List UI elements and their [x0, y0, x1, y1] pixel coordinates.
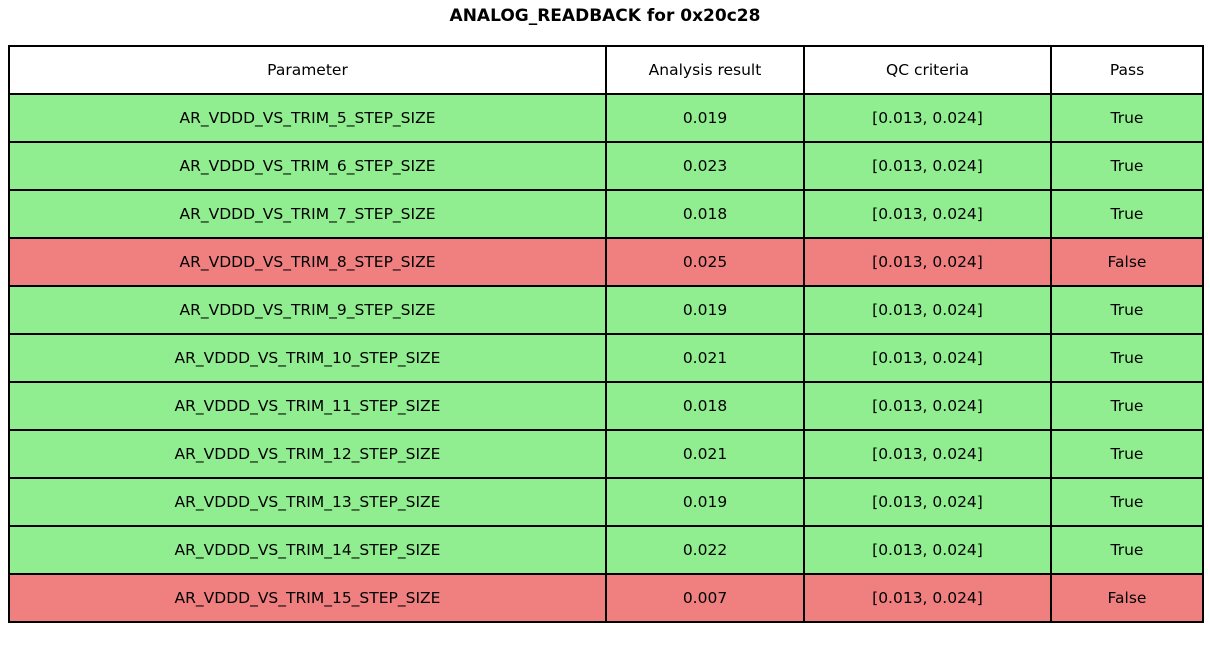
analysis-result-cell: 0.021: [605, 333, 805, 383]
pass-cell: True: [1050, 333, 1204, 383]
qc-criteria-cell: [0.013, 0.024]: [803, 285, 1052, 335]
parameter-cell: AR_VDDD_VS_TRIM_9_STEP_SIZE: [8, 285, 607, 335]
analysis-result-cell: 0.023: [605, 141, 805, 191]
qc-criteria-cell: [0.013, 0.024]: [803, 237, 1052, 287]
qc-criteria-cell: [0.013, 0.024]: [803, 477, 1052, 527]
parameter-cell: AR_VDDD_VS_TRIM_5_STEP_SIZE: [8, 93, 607, 143]
parameter-cell: AR_VDDD_VS_TRIM_7_STEP_SIZE: [8, 189, 607, 239]
pass-cell: True: [1050, 285, 1204, 335]
analysis-result-cell: 0.022: [605, 525, 805, 575]
analysis-result-cell: 0.018: [605, 189, 805, 239]
pass-cell: True: [1050, 189, 1204, 239]
parameter-cell: AR_VDDD_VS_TRIM_14_STEP_SIZE: [8, 525, 607, 575]
table-header: Parameter Analysis result QC criteria Pa…: [8, 45, 1204, 95]
column-header-parameter: Parameter: [8, 45, 607, 95]
qc-criteria-cell: [0.013, 0.024]: [803, 573, 1052, 623]
column-header-qc-criteria: QC criteria: [803, 45, 1052, 95]
analysis-result-cell: 0.025: [605, 237, 805, 287]
table-row: AR_VDDD_VS_TRIM_11_STEP_SIZE 0.018 [0.01…: [8, 381, 1204, 431]
analysis-result-cell: 0.007: [605, 573, 805, 623]
analysis-result-cell: 0.019: [605, 285, 805, 335]
table-row: AR_VDDD_VS_TRIM_13_STEP_SIZE 0.019 [0.01…: [8, 477, 1204, 527]
table-row: AR_VDDD_VS_TRIM_6_STEP_SIZE 0.023 [0.013…: [8, 141, 1204, 191]
column-header-pass: Pass: [1050, 45, 1204, 95]
analysis-result-cell: 0.019: [605, 93, 805, 143]
table-row: AR_VDDD_VS_TRIM_10_STEP_SIZE 0.021 [0.01…: [8, 333, 1204, 383]
qc-criteria-cell: [0.013, 0.024]: [803, 333, 1052, 383]
table-row: AR_VDDD_VS_TRIM_7_STEP_SIZE 0.018 [0.013…: [8, 189, 1204, 239]
parameter-cell: AR_VDDD_VS_TRIM_12_STEP_SIZE: [8, 429, 607, 479]
qc-criteria-cell: [0.013, 0.024]: [803, 381, 1052, 431]
pass-cell: True: [1050, 93, 1204, 143]
parameter-cell: AR_VDDD_VS_TRIM_10_STEP_SIZE: [8, 333, 607, 383]
qc-criteria-cell: [0.013, 0.024]: [803, 189, 1052, 239]
qc-criteria-cell: [0.013, 0.024]: [803, 429, 1052, 479]
table-row: AR_VDDD_VS_TRIM_14_STEP_SIZE 0.022 [0.01…: [8, 525, 1204, 575]
parameter-cell: AR_VDDD_VS_TRIM_11_STEP_SIZE: [8, 381, 607, 431]
column-header-analysis-result: Analysis result: [605, 45, 805, 95]
pass-cell: True: [1050, 477, 1204, 527]
pass-cell: True: [1050, 141, 1204, 191]
analysis-result-cell: 0.021: [605, 429, 805, 479]
header-row: Parameter Analysis result QC criteria Pa…: [8, 45, 1204, 95]
qc-criteria-cell: [0.013, 0.024]: [803, 141, 1052, 191]
pass-cell: True: [1050, 381, 1204, 431]
qc-criteria-cell: [0.013, 0.024]: [803, 525, 1052, 575]
table-row: AR_VDDD_VS_TRIM_12_STEP_SIZE 0.021 [0.01…: [8, 429, 1204, 479]
parameter-cell: AR_VDDD_VS_TRIM_15_STEP_SIZE: [8, 573, 607, 623]
pass-cell: False: [1050, 237, 1204, 287]
pass-cell: False: [1050, 573, 1204, 623]
table-row: AR_VDDD_VS_TRIM_5_STEP_SIZE 0.019 [0.013…: [8, 93, 1204, 143]
pass-cell: True: [1050, 429, 1204, 479]
table-row: AR_VDDD_VS_TRIM_15_STEP_SIZE 0.007 [0.01…: [8, 573, 1204, 623]
parameter-cell: AR_VDDD_VS_TRIM_13_STEP_SIZE: [8, 477, 607, 527]
parameter-cell: AR_VDDD_VS_TRIM_6_STEP_SIZE: [8, 141, 607, 191]
page-title: ANALOG_READBACK for 0x20c28: [449, 6, 761, 26]
qc-criteria-cell: [0.013, 0.024]: [803, 93, 1052, 143]
analysis-result-cell: 0.019: [605, 477, 805, 527]
parameter-cell: AR_VDDD_VS_TRIM_8_STEP_SIZE: [8, 237, 607, 287]
table-row: AR_VDDD_VS_TRIM_8_STEP_SIZE 0.025 [0.013…: [8, 237, 1204, 287]
table-row: AR_VDDD_VS_TRIM_9_STEP_SIZE 0.019 [0.013…: [8, 285, 1204, 335]
pass-cell: True: [1050, 525, 1204, 575]
qc-results-table: Parameter Analysis result QC criteria Pa…: [8, 45, 1204, 623]
table-body: AR_VDDD_VS_TRIM_5_STEP_SIZE 0.019 [0.013…: [8, 93, 1204, 623]
analysis-result-cell: 0.018: [605, 381, 805, 431]
